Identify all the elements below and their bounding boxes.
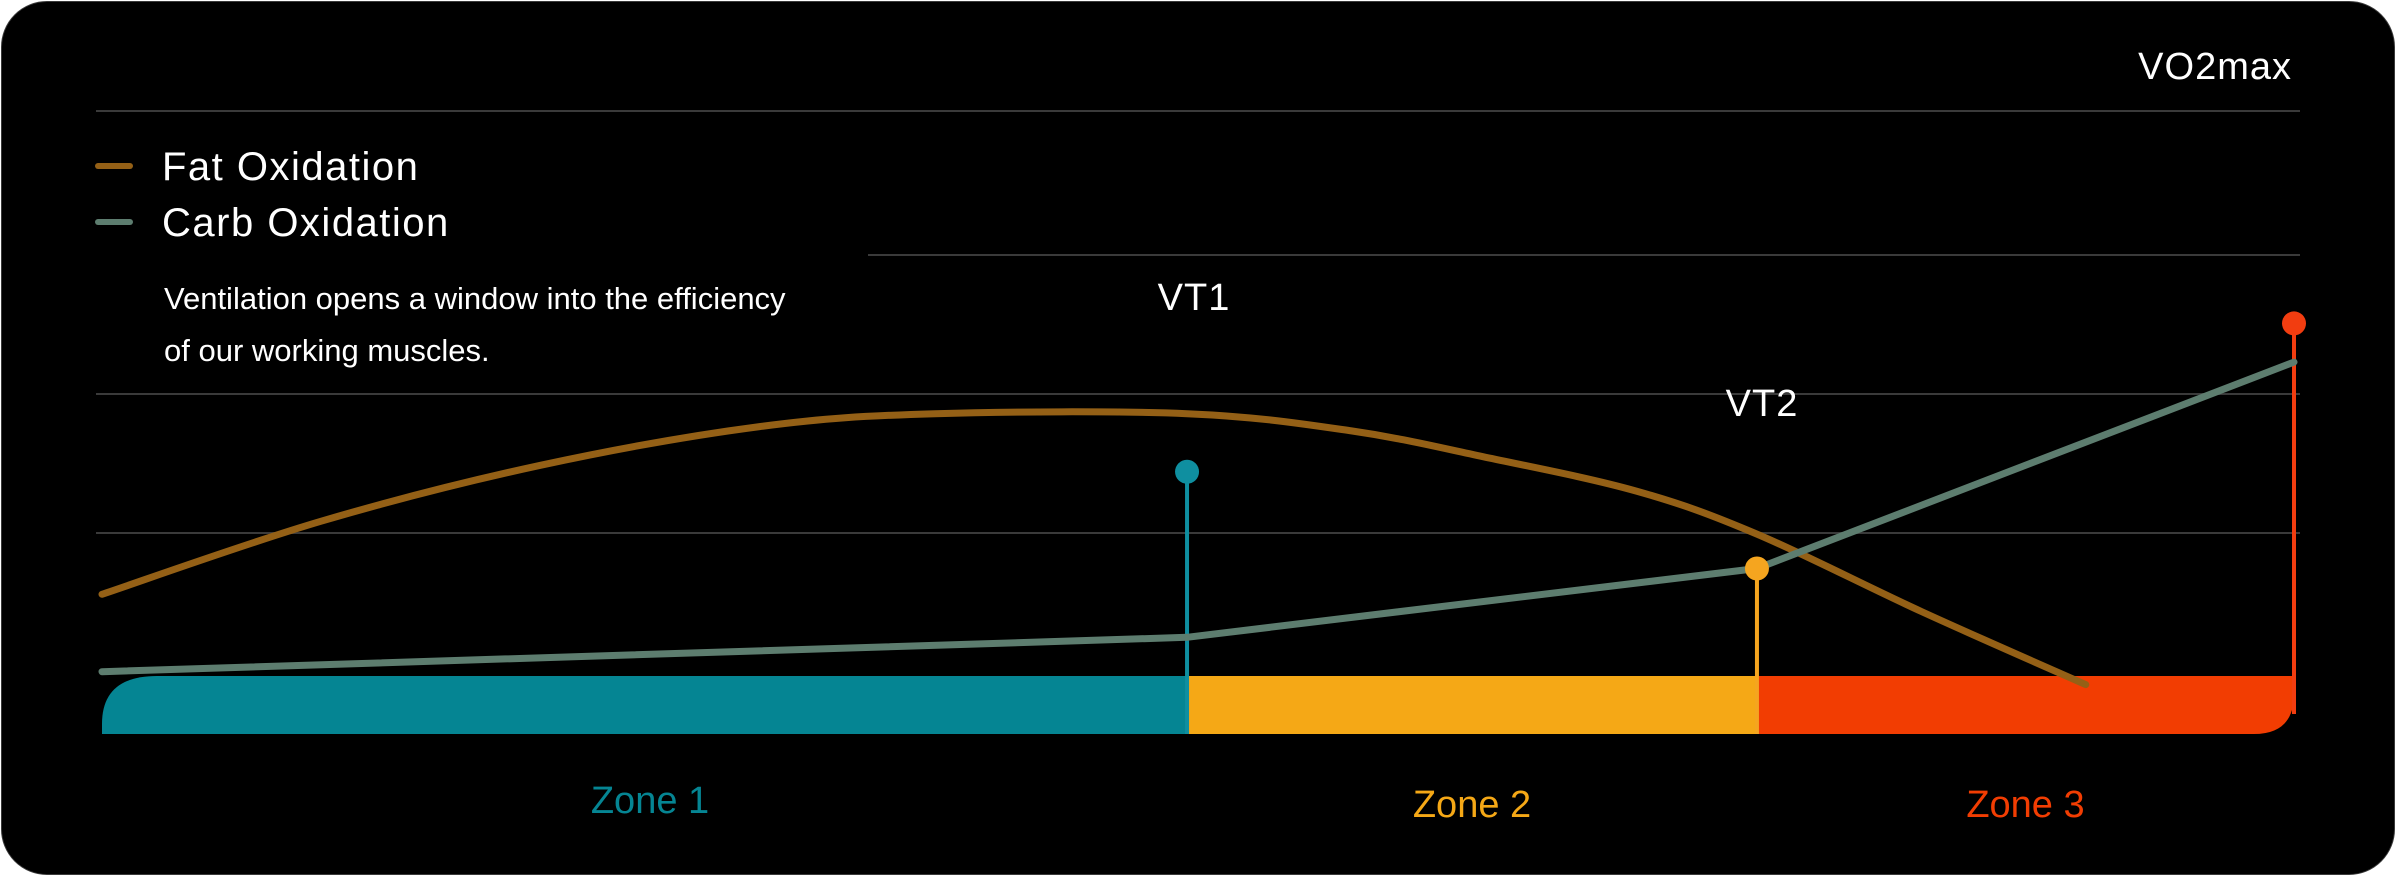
threshold-label-vt1: VT1 [1158,277,1231,319]
series-line-carb-oxidation [98,358,2298,676]
annotation-text: Ventilation opens a window into the effi… [164,281,786,368]
zone-bar-1 [102,676,1188,734]
annotation-line-2: of our working muscles. [164,333,490,368]
zone-label-2: Zone 2 [1413,784,1531,826]
zone-label-1: Zone 1 [591,780,709,822]
legend-label-1: Fat Oxidation [162,145,419,189]
zone-bar-3 [1756,676,2294,734]
legend-label-2: Carb Oxidation [162,201,450,245]
threshold-label-vo2max: VO2max [2138,46,2292,88]
threshold-marker-vt1 [1175,459,1200,484]
series-line-fat-oxidation [98,408,2090,689]
threshold-marker-vo2max [2282,311,2306,336]
annotation-line-1: Ventilation opens a window into the effi… [164,281,786,316]
zone-label-3: Zone 3 [1966,784,2084,826]
zone-bar-2 [1187,676,1757,734]
threshold-label-vt2: VT2 [1726,383,1799,425]
threshold-marker-vt2 [1744,556,1769,581]
